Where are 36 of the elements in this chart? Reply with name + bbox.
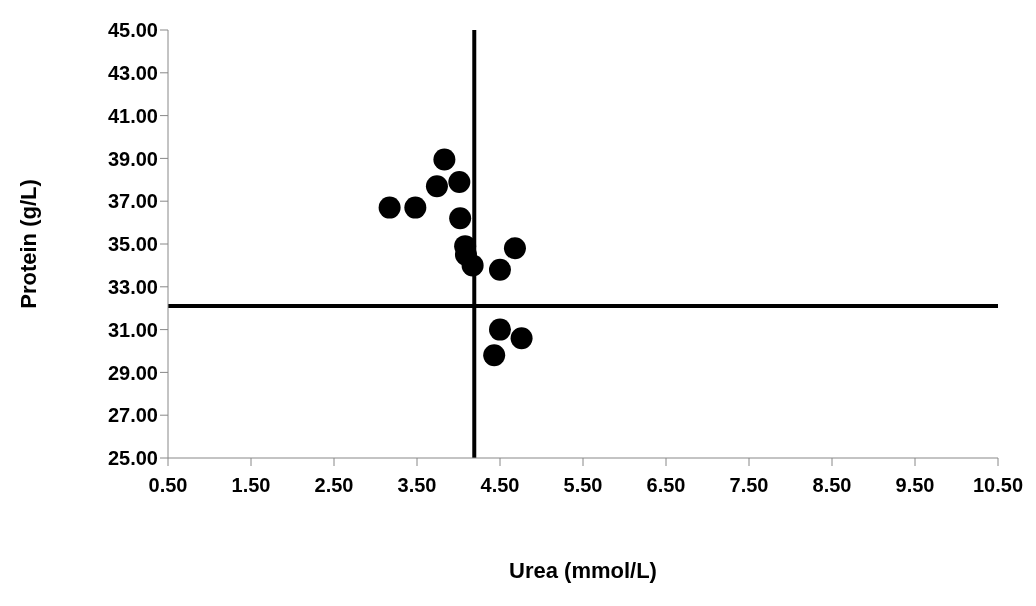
point xyxy=(448,170,471,193)
point xyxy=(425,175,448,198)
point xyxy=(489,318,511,341)
y-tick-label: 43.00 xyxy=(107,61,158,84)
point xyxy=(461,254,484,277)
point xyxy=(510,327,533,350)
point xyxy=(503,237,526,260)
x-tick-label: 2.50 xyxy=(314,474,354,497)
x-tick-label: 5.50 xyxy=(563,474,603,497)
x-tick-label: 7.50 xyxy=(729,474,769,497)
x-tick-label: 10.50 xyxy=(972,474,1024,497)
x-tick-label: 4.50 xyxy=(480,474,520,497)
y-axis-title: Protein (g/L) xyxy=(15,179,41,309)
point xyxy=(489,258,511,281)
y-tick-label: 45.00 xyxy=(107,19,158,42)
x-tick-label: 0.50 xyxy=(148,474,188,497)
y-tick-label: 25.00 xyxy=(107,447,158,470)
point xyxy=(404,196,427,219)
y-tick-label: 29.00 xyxy=(107,361,158,384)
x-tick-label: 6.50 xyxy=(646,474,686,497)
y-tick-label: 39.00 xyxy=(107,147,158,170)
y-tick-label: 35.00 xyxy=(107,233,158,256)
point xyxy=(378,196,401,219)
point xyxy=(449,207,472,230)
point xyxy=(433,148,456,171)
x-tick-label: 9.50 xyxy=(895,474,935,497)
y-tick-label: 33.00 xyxy=(107,275,158,298)
point xyxy=(483,344,506,367)
x-axis-title: Urea (mmol/L) xyxy=(509,558,657,583)
x-tick-label: 3.50 xyxy=(397,474,437,497)
y-tick-label: 37.00 xyxy=(107,190,158,213)
y-tick-label: 27.00 xyxy=(107,404,158,427)
x-tick-label: 8.50 xyxy=(812,474,852,497)
y-tick-label: 31.00 xyxy=(107,318,158,341)
x-tick-label: 1.50 xyxy=(231,474,271,497)
y-tick-label: 41.00 xyxy=(107,104,158,127)
